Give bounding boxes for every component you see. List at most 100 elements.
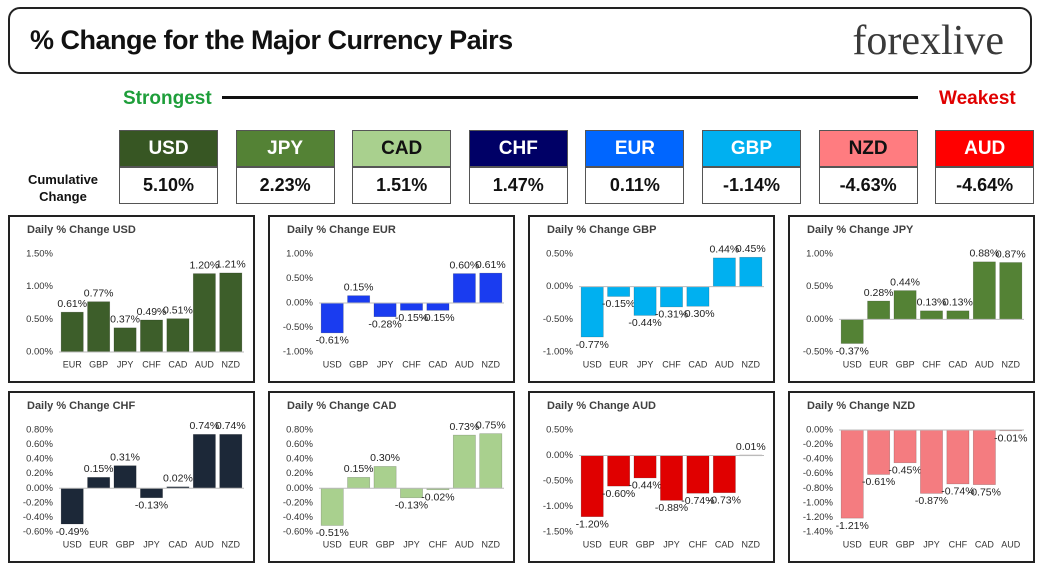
value-label: 0.15% xyxy=(344,463,374,475)
value-label: 0.28% xyxy=(864,287,894,299)
bar xyxy=(140,487,163,499)
currency-header: NZD xyxy=(818,130,918,167)
x-tick-label: AUD xyxy=(715,359,735,369)
chart-title: Daily % Change JPY xyxy=(807,224,914,236)
chart-title: Daily % Change NZD xyxy=(807,400,915,412)
x-tick-label: CAD xyxy=(428,359,448,369)
bar xyxy=(840,319,864,344)
bar xyxy=(920,429,943,494)
y-tick-label: 0.80% xyxy=(286,425,313,436)
value-label: -0.44% xyxy=(628,317,661,329)
y-tick-label: 0.60% xyxy=(26,439,53,450)
x-tick-label: CAD xyxy=(948,359,968,369)
row-label: Cumulative Change xyxy=(27,172,99,204)
x-tick-label: EUR xyxy=(869,359,889,369)
strength-rule xyxy=(222,96,918,99)
value-label: -0.15% xyxy=(421,312,454,324)
bar xyxy=(87,477,111,489)
x-tick-label: AUD xyxy=(1001,539,1021,549)
value-label: 0.88% xyxy=(969,248,999,260)
x-tick-label: CAD xyxy=(688,359,708,369)
value-label: -1.21% xyxy=(836,520,869,532)
x-tick-label: AUD xyxy=(975,359,995,369)
y-tick-label: 1.00% xyxy=(806,249,833,260)
x-tick-label: EUR xyxy=(609,359,629,369)
value-label: 0.30% xyxy=(370,452,400,464)
bar xyxy=(347,477,371,489)
x-tick-label: JPY xyxy=(377,359,394,369)
value-label: -0.45% xyxy=(888,465,921,477)
x-tick-label: GBP xyxy=(116,539,135,549)
value-label: 0.31% xyxy=(110,451,140,463)
value-label: 1.21% xyxy=(216,259,246,271)
y-tick-label: -0.60% xyxy=(23,527,54,538)
x-tick-label: CHF xyxy=(662,359,681,369)
value-label: -0.73% xyxy=(708,495,741,507)
x-tick-label: NZD xyxy=(1002,359,1021,369)
y-tick-label: -1.00% xyxy=(803,497,834,508)
y-tick-label: 0.20% xyxy=(286,468,313,479)
value-label: 0.15% xyxy=(84,463,114,475)
x-tick-label: CHF xyxy=(402,359,421,369)
bar xyxy=(580,286,604,338)
bar xyxy=(400,302,423,311)
value-label: 0.49% xyxy=(137,306,167,318)
y-tick-label: -0.50% xyxy=(283,322,314,333)
x-tick-label: USD xyxy=(323,359,343,369)
y-tick-label: 0.00% xyxy=(26,347,53,358)
value-label: -0.15% xyxy=(395,312,428,324)
value-label: 0.74% xyxy=(189,420,219,432)
value-label: 0.02% xyxy=(163,473,193,485)
value-label: -0.44% xyxy=(628,480,661,492)
x-tick-label: USD xyxy=(843,539,863,549)
x-tick-label: GBP xyxy=(636,539,655,549)
x-tick-label: CAD xyxy=(168,359,188,369)
value-label: -0.74% xyxy=(681,495,714,507)
value-label: -0.77% xyxy=(576,339,609,351)
y-tick-label: -1.50% xyxy=(543,527,574,538)
y-tick-label: -1.00% xyxy=(543,347,574,358)
bar xyxy=(166,318,190,353)
bar xyxy=(113,465,137,489)
value-label: 0.87% xyxy=(996,248,1026,260)
value-label: 1.20% xyxy=(189,259,219,271)
value-label: 0.77% xyxy=(84,287,114,299)
y-tick-label: 0.50% xyxy=(26,314,53,325)
currency-header: GBP xyxy=(702,130,801,167)
y-tick-label: 0.00% xyxy=(806,314,833,325)
value-label: -0.87% xyxy=(915,495,948,507)
x-tick-label: EUR xyxy=(609,539,629,549)
y-tick-label: -1.00% xyxy=(543,501,574,512)
y-tick-label: 0.50% xyxy=(546,249,573,260)
x-tick-label: AUD xyxy=(195,539,215,549)
y-tick-label: -0.80% xyxy=(803,483,834,494)
bar xyxy=(867,429,891,475)
cumulative-change: -4.64% xyxy=(935,167,1035,204)
bar xyxy=(479,433,503,489)
value-label: 0.37% xyxy=(110,314,140,326)
x-tick-label: AUD xyxy=(195,359,215,369)
x-tick-label: GBP xyxy=(896,539,915,549)
x-tick-label: JPY xyxy=(663,539,680,549)
y-tick-label: 0.40% xyxy=(26,454,53,465)
bar xyxy=(607,455,631,487)
value-label: -0.49% xyxy=(56,526,89,538)
bar xyxy=(60,487,84,525)
value-label: -1.20% xyxy=(576,518,609,530)
x-tick-label: CHF xyxy=(142,359,161,369)
cumulative-change: 2.23% xyxy=(235,167,335,204)
x-tick-label: GBP xyxy=(349,359,368,369)
bar xyxy=(712,455,736,494)
bar xyxy=(633,455,657,479)
bar xyxy=(999,262,1023,320)
value-label: -0.61% xyxy=(316,335,349,347)
value-label: -0.61% xyxy=(862,476,895,488)
x-tick-label: JPY xyxy=(143,539,160,549)
value-label: 0.45% xyxy=(736,243,766,255)
x-tick-label: EUR xyxy=(63,359,83,369)
bar xyxy=(219,434,243,489)
bar xyxy=(946,310,970,320)
cumulative-change: 1.47% xyxy=(468,167,568,204)
